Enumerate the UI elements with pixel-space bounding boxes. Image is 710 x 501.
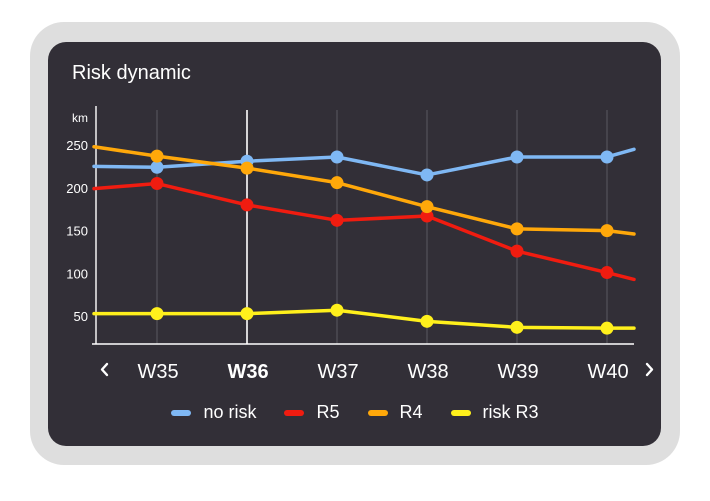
legend-item-r5[interactable]: R5 — [284, 402, 340, 423]
y-tick-label: 250 — [66, 138, 88, 153]
data-point-no-risk[interactable] — [330, 150, 344, 164]
chart-legend: no risk R5 R4 risk R3 — [0, 402, 710, 423]
chevron-right-icon[interactable] — [645, 362, 654, 377]
legend-label: risk R3 — [482, 402, 539, 422]
x-tick-label-w35[interactable]: W35 — [137, 361, 178, 383]
data-point-risk-r3[interactable] — [420, 314, 434, 328]
risk-dynamic-card — [48, 42, 661, 446]
legend-swatch — [171, 409, 192, 416]
data-point-risk-r3[interactable] — [600, 321, 614, 335]
data-point-risk-r3[interactable] — [240, 307, 254, 321]
x-tick-label-w39[interactable]: W39 — [497, 361, 538, 383]
data-point-risk-r3[interactable] — [330, 303, 344, 317]
series-line-r4 — [92, 144, 636, 236]
legend-item-risk-r3[interactable]: risk R3 — [450, 402, 539, 423]
y-tick-label: 150 — [66, 224, 88, 239]
data-point-r4[interactable] — [150, 149, 164, 163]
data-point-r4[interactable] — [600, 224, 614, 238]
x-tick-label-w37[interactable]: W37 — [317, 361, 358, 383]
x-tick-label-w40[interactable]: W40 — [587, 361, 628, 383]
data-point-r5[interactable] — [420, 209, 434, 223]
data-point-r4[interactable] — [420, 200, 434, 214]
legend-swatch — [284, 409, 305, 416]
legend-label: no risk — [203, 402, 257, 422]
data-point-r5[interactable] — [150, 177, 164, 191]
y-tick-label: 200 — [66, 181, 88, 196]
chevron-left-icon[interactable] — [100, 362, 109, 377]
data-point-r4[interactable] — [240, 161, 254, 175]
widget-title: Risk dynamic — [72, 62, 191, 84]
data-point-r4[interactable] — [330, 176, 344, 190]
legend-item-no-risk[interactable]: no risk — [171, 402, 256, 423]
legend-swatch — [450, 409, 471, 416]
data-point-no-risk[interactable] — [420, 168, 434, 182]
y-tick-label: 100 — [66, 266, 88, 281]
series-line-r5 — [92, 181, 636, 282]
data-point-no-risk[interactable] — [510, 150, 524, 164]
data-point-no-risk[interactable] — [600, 150, 614, 164]
y-tick-label: 50 — [74, 309, 88, 324]
data-point-risk-r3[interactable] — [510, 320, 524, 334]
series-line-no-risk — [92, 147, 636, 177]
data-point-no-risk[interactable] — [150, 160, 164, 174]
x-tick-label-w38[interactable]: W38 — [407, 361, 448, 383]
legend-swatch — [367, 409, 388, 416]
legend-label: R5 — [316, 402, 340, 422]
legend-item-r4[interactable]: R4 — [367, 402, 423, 423]
y-axis-unit-label: km — [72, 111, 88, 125]
data-point-r4[interactable] — [510, 222, 524, 236]
series-line-risk-r3 — [92, 308, 636, 330]
x-tick-label-w36[interactable]: W36 — [227, 361, 268, 383]
data-point-r5[interactable] — [510, 244, 524, 258]
data-point-r5[interactable] — [330, 213, 344, 227]
data-point-risk-r3[interactable] — [150, 307, 164, 321]
data-point-r5[interactable] — [240, 198, 254, 212]
legend-label: R4 — [399, 402, 423, 422]
data-point-r5[interactable] — [600, 266, 614, 280]
